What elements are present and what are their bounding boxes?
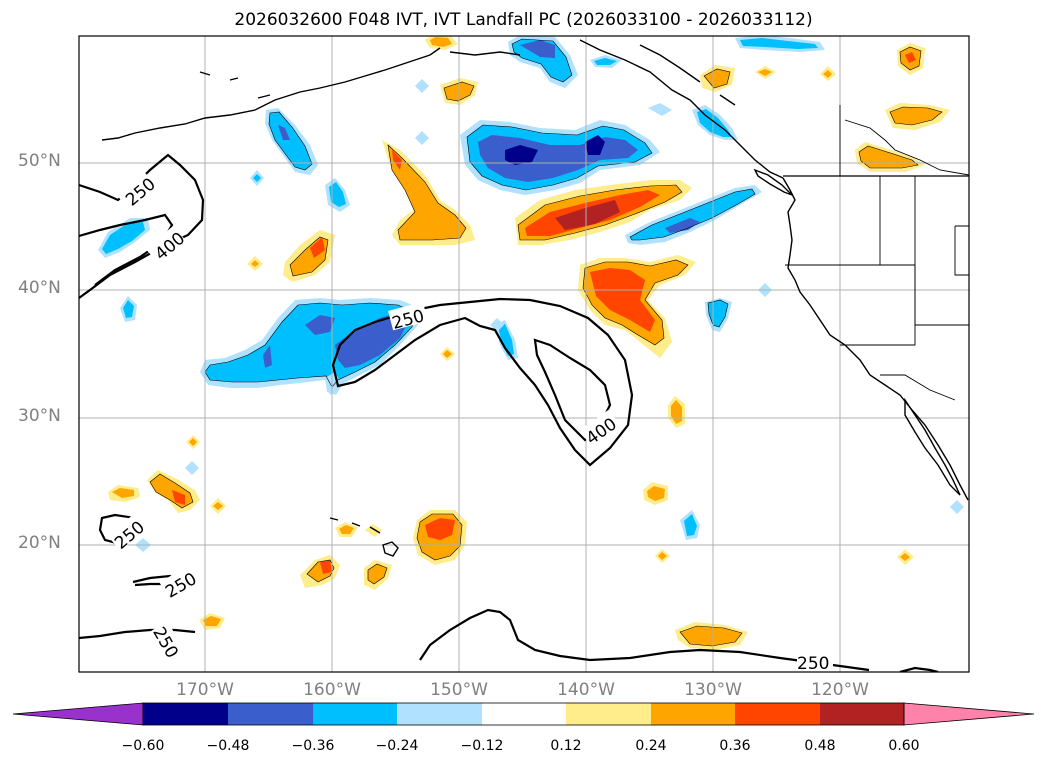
colorbar-segment-1	[143, 703, 228, 725]
colorbar-segment-6	[566, 703, 651, 725]
lat-label-20n: 20°N	[18, 533, 61, 553]
colorbar-tick-9: 0.48	[804, 738, 836, 754]
map-title: 2026032600 F048 IVT, IVT Landfall PC (20…	[234, 10, 813, 30]
lat-label-30n: 30°N	[18, 406, 61, 426]
lat-label-40n: 40°N	[18, 278, 61, 298]
graticule	[79, 36, 969, 672]
colorbar-high-extension	[903, 702, 1035, 726]
lon-label-160w: 160°W	[303, 680, 361, 700]
contour-labels: 250 400 250 400 250 250 250 250	[107, 170, 833, 674]
coastlines	[101, 39, 969, 557]
colorbar-tick-2: −0.48	[206, 738, 250, 754]
colorbar-segment-2	[228, 703, 313, 725]
colorbar-tick-8: 0.36	[719, 738, 751, 754]
positive-pc-regions	[108, 36, 950, 650]
lon-label-130w: 130°W	[684, 680, 742, 700]
colorbar-segment-7	[651, 703, 735, 725]
colorbar-segment-3	[313, 703, 397, 725]
colorbar-tick-1: −0.60	[121, 738, 165, 754]
colorbar-tick-6: 0.12	[550, 738, 582, 754]
colorbar-tick-3: −0.36	[291, 738, 335, 754]
contour-label-8: 250	[797, 654, 829, 674]
colorbar-segment-8	[735, 703, 820, 725]
map-plot-area: 250 400 250 400 250 250 250 250	[79, 36, 969, 674]
lat-label-50n: 50°N	[18, 151, 61, 171]
colorbar-segment-4	[397, 703, 482, 725]
negative-pc-regions	[98, 36, 964, 552]
colorbar-tick-4: −0.24	[375, 738, 419, 754]
colorbar-low-extension	[12, 702, 144, 726]
colorbar-segment-5	[482, 703, 566, 725]
colorbar-tick-7: 0.24	[635, 738, 667, 754]
lon-label-150w: 150°W	[430, 680, 488, 700]
colorbar-tick-10: 0.60	[888, 738, 920, 754]
colorbar-tick-5: −0.12	[460, 738, 504, 754]
ivt-contours	[79, 153, 939, 672]
lon-label-120w: 120°W	[811, 680, 869, 700]
colorbar-segment-9	[820, 703, 904, 725]
plot-frame	[78, 35, 970, 673]
lon-label-170w: 170°W	[176, 680, 234, 700]
lon-label-140w: 140°W	[557, 680, 615, 700]
region-outlines	[149, 38, 943, 647]
colorbar	[12, 702, 1035, 726]
